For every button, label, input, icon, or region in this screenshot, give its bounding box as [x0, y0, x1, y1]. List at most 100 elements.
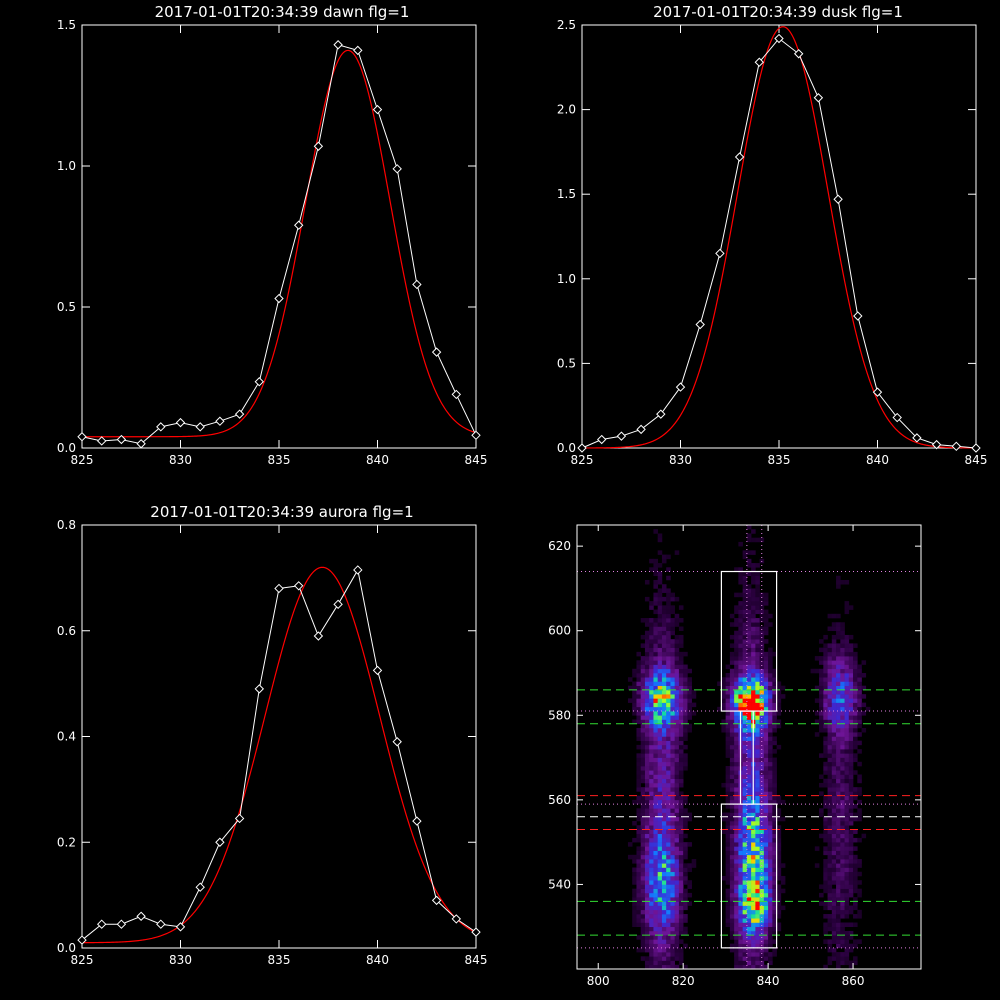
heatmap-cell — [653, 579, 658, 585]
heatmap-cell — [678, 816, 684, 822]
heatmap-cell — [751, 935, 756, 940]
heatmap-cell — [759, 837, 765, 843]
heatmap-cell — [649, 867, 654, 873]
heatmap-cell — [831, 833, 837, 839]
heatmap-cell — [844, 863, 850, 868]
heatmap-cell — [759, 884, 765, 889]
heatmap-cell — [746, 630, 752, 636]
heatmap-cell — [717, 706, 722, 712]
heatmap-cell — [751, 952, 756, 957]
heatmap-cell — [831, 952, 837, 957]
heatmap-cell — [674, 732, 680, 737]
heatmap-cell — [759, 605, 765, 610]
heatmap-cell — [725, 766, 731, 771]
heatmap-cell — [644, 622, 650, 627]
heatmap-cell — [661, 960, 667, 966]
heatmap-cell — [746, 622, 752, 627]
heatmap-cell — [670, 956, 675, 961]
heatmap-cell — [640, 656, 646, 661]
heatmap-cell — [746, 639, 752, 644]
heatmap-cell — [746, 964, 752, 970]
heatmap-cell — [738, 634, 743, 640]
heatmap-cell — [768, 846, 773, 851]
heatmap-cell — [674, 613, 680, 619]
heatmap-cell — [776, 884, 782, 889]
heatmap-cell — [746, 736, 752, 741]
heatmap-cell — [657, 732, 663, 737]
heatmap-cell — [823, 825, 828, 830]
heatmap-cell — [848, 668, 854, 674]
heatmap-cell — [666, 719, 671, 725]
heatmap-cell — [657, 956, 663, 961]
heatmap-cell — [763, 660, 769, 665]
heatmap-cell — [670, 804, 675, 809]
heatmap-cell — [768, 842, 773, 847]
heatmap-cell — [759, 770, 765, 775]
heatmap-cell — [836, 795, 841, 801]
x-tick-label-2: 825 — [71, 953, 94, 967]
heatmap-cell — [759, 812, 765, 818]
heatmap-cell — [768, 753, 773, 758]
heatmap-cell — [763, 952, 769, 957]
heatmap-cell — [772, 719, 777, 725]
heatmap-cell — [746, 744, 752, 750]
heatmap-cell — [644, 956, 650, 961]
heatmap-cell — [738, 863, 743, 868]
heatmap-cell — [827, 960, 833, 966]
heatmap-cell — [844, 757, 850, 763]
heatmap-cell — [678, 926, 684, 932]
heatmap-cell — [763, 740, 769, 746]
heatmap-cell — [755, 711, 760, 716]
heatmap-cell — [644, 677, 650, 682]
heatmap-cell — [840, 884, 845, 889]
heatmap-cell — [844, 821, 850, 826]
heatmap-cell — [759, 816, 765, 822]
heatmap-cell — [827, 677, 833, 682]
heatmap-cell — [776, 859, 782, 864]
heatmap-cell — [653, 592, 658, 598]
heatmap-cell — [636, 664, 642, 670]
heatmap-cell — [678, 914, 684, 919]
heatmap-cell — [819, 668, 824, 674]
heatmap-cell — [831, 850, 837, 856]
heatmap-cell — [823, 664, 828, 670]
heatmap-cell — [653, 744, 658, 750]
heatmap-cell — [742, 575, 748, 581]
heatmap-cell — [746, 880, 752, 885]
heatmap-cell — [853, 846, 858, 851]
heatmap-cell — [670, 605, 675, 610]
heatmap-cell — [819, 673, 824, 678]
heatmap-cell — [653, 596, 658, 602]
heatmap-cell — [649, 960, 654, 966]
heatmap-cell — [751, 677, 756, 682]
heatmap-cell — [657, 812, 663, 818]
heatmap-cell — [848, 719, 854, 725]
heatmap-cell — [670, 816, 675, 822]
heatmap-cell — [653, 812, 658, 818]
heatmap-cell — [636, 677, 642, 682]
heatmap-cell — [738, 821, 743, 826]
y-tick-label-3: 560 — [548, 793, 571, 807]
heatmap-cell — [746, 694, 752, 699]
heatmap-cell — [640, 833, 646, 839]
heatmap-cell — [763, 821, 769, 826]
heatmap-cell — [666, 778, 671, 784]
heatmap-cell — [725, 918, 731, 923]
heatmap-cell — [836, 804, 841, 809]
heatmap-cell — [725, 698, 731, 703]
heatmap-cell — [751, 634, 756, 640]
heatmap-cell — [742, 749, 748, 754]
heatmap-cell — [666, 884, 671, 889]
heatmap-cell — [827, 947, 833, 953]
data-point-2 — [471, 927, 481, 937]
heatmap-cell — [751, 550, 756, 555]
heatmap-cell — [755, 609, 760, 615]
heatmap-cell — [853, 956, 858, 961]
y-tick-label-1: 1.0 — [557, 272, 576, 286]
heatmap-cell — [844, 647, 850, 653]
y-tick-label-1: 2.0 — [557, 103, 576, 117]
heatmap-cell — [649, 744, 654, 750]
heatmap-cell — [666, 935, 671, 940]
heatmap-cell — [768, 799, 773, 805]
heatmap-cell — [725, 875, 731, 881]
